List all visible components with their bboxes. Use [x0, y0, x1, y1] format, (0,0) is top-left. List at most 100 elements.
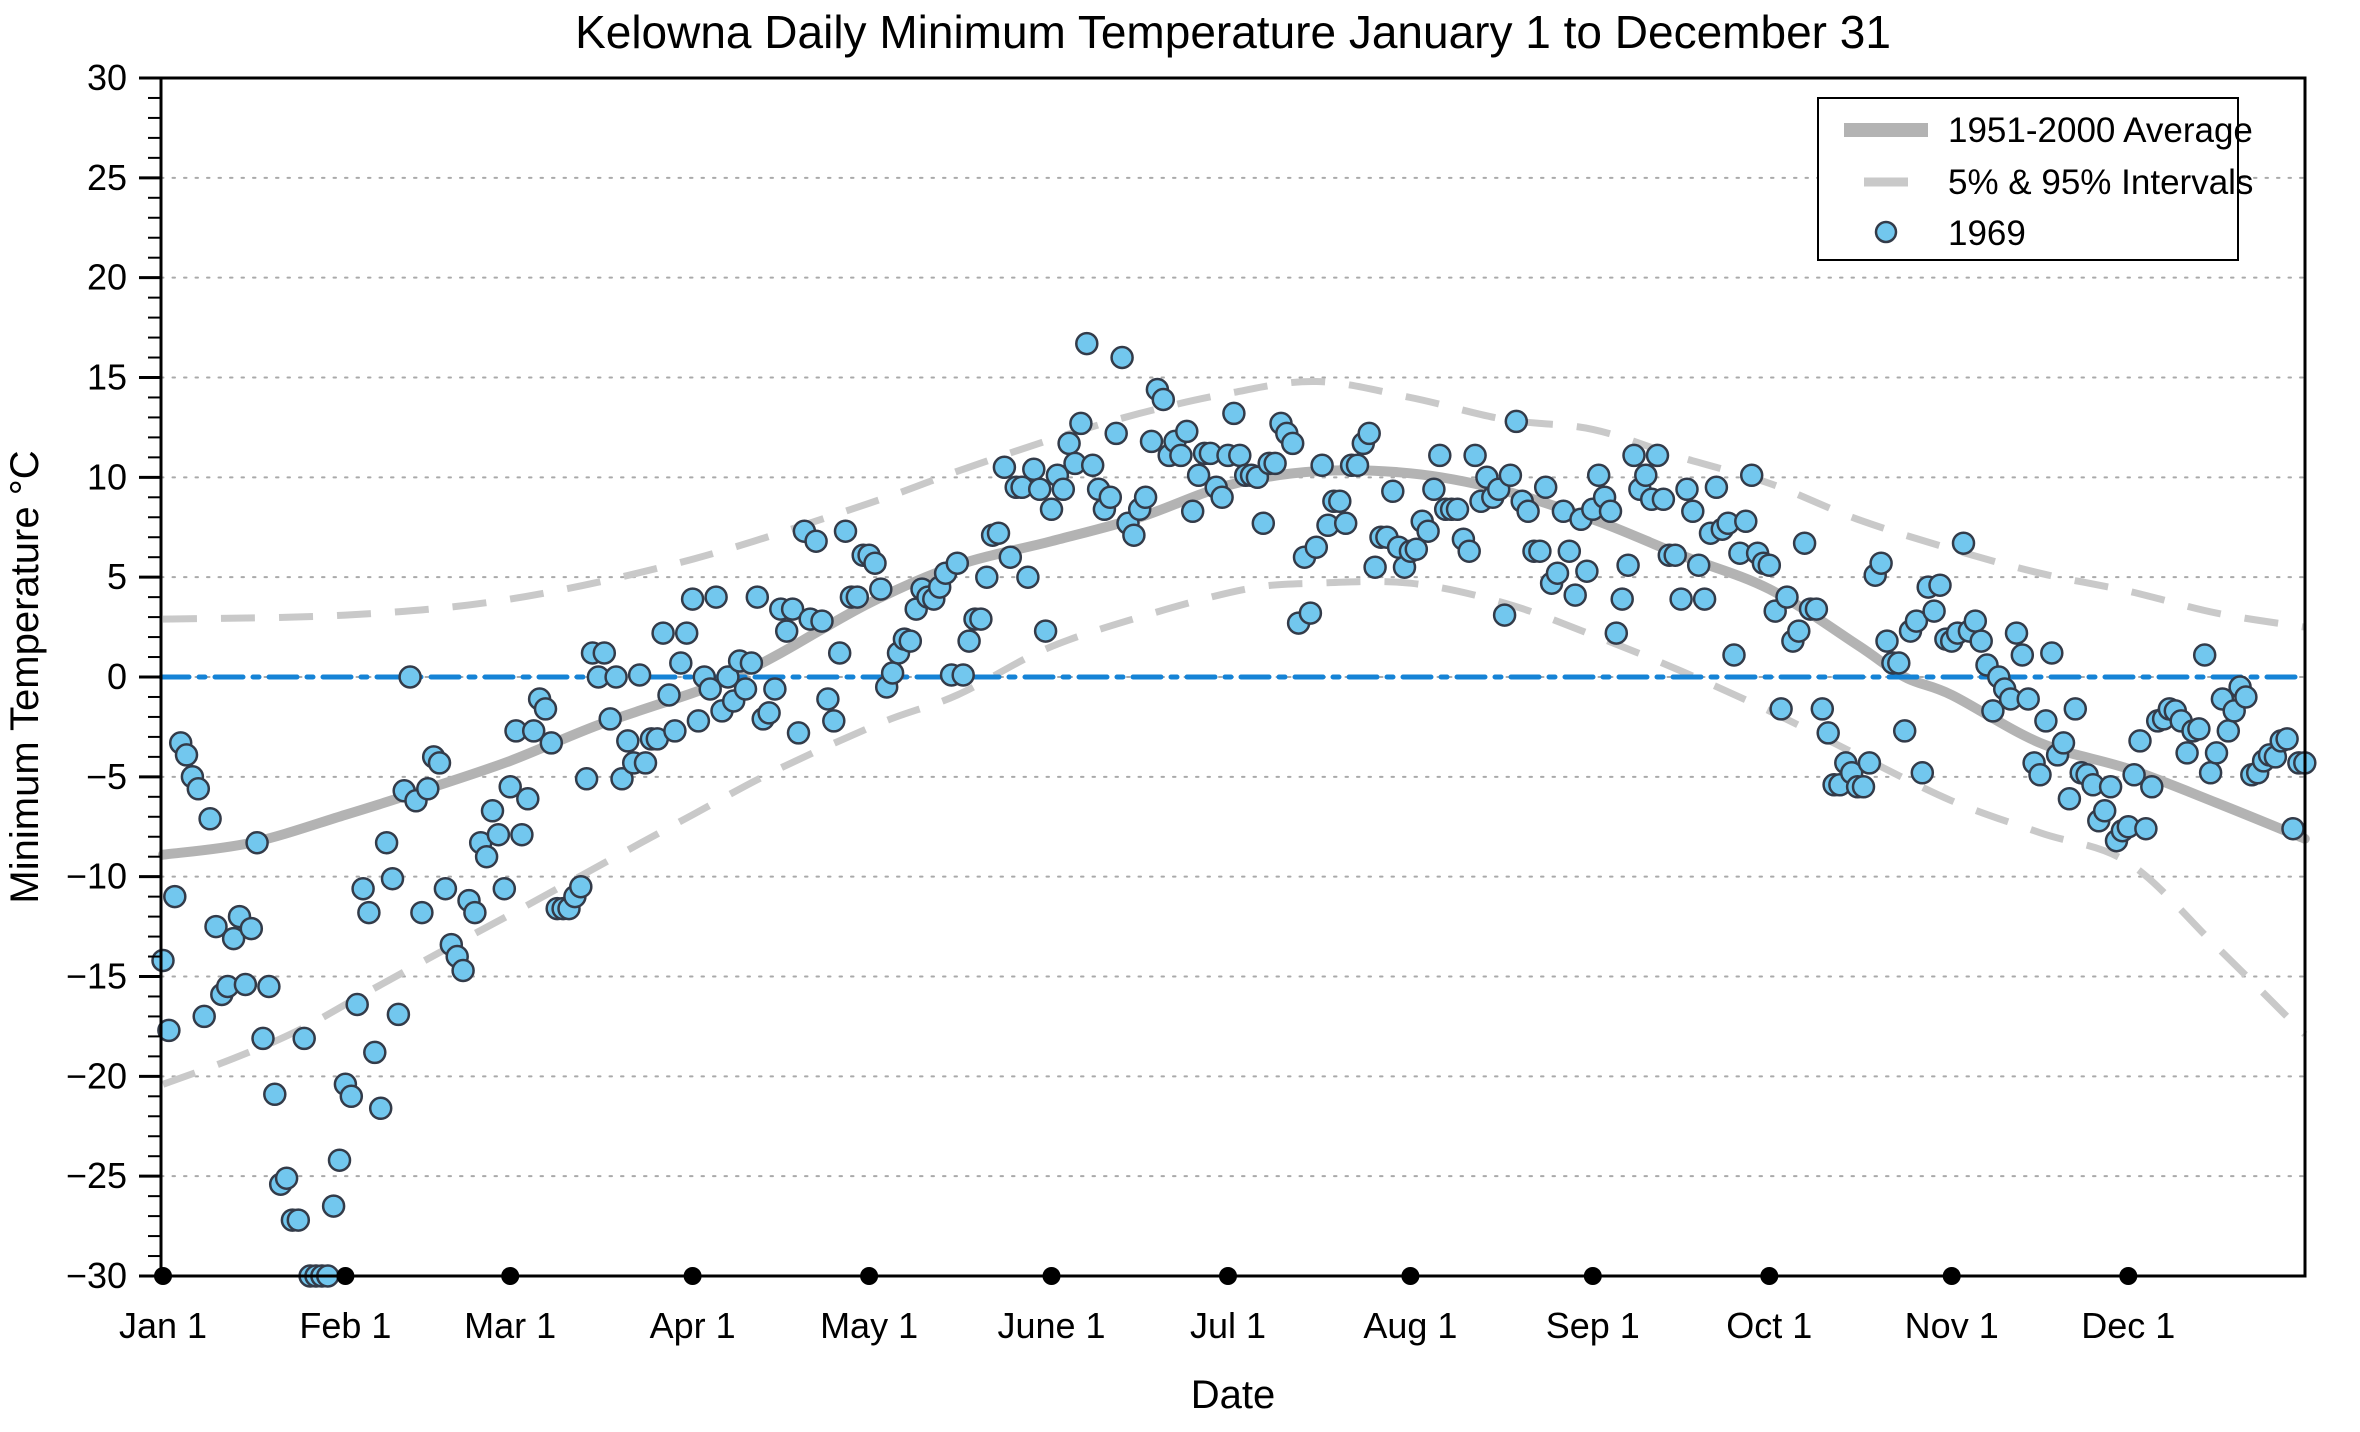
data-point-1969 [592, 641, 617, 665]
data-point-1969 [357, 900, 381, 925]
data-point-1969 [2275, 727, 2299, 751]
data-point-1969 [221, 926, 246, 951]
data-point-1969 [2010, 643, 2035, 667]
month-marker-dot [1401, 1267, 1420, 1285]
y-tick-label-30: 30 [87, 57, 127, 98]
data-point-1969 [1757, 553, 1782, 577]
data-point-1969 [1304, 535, 1329, 559]
data-point-1969 [1057, 431, 1081, 456]
data-point-1969 [157, 1018, 181, 1043]
data-point-1969 [627, 663, 652, 687]
data-point-1969 [1739, 463, 1764, 488]
axes-layer [139, 76, 2307, 1285]
data-point-1969 [410, 900, 434, 925]
data-point-1969 [1310, 453, 1334, 478]
data-point-1969 [2175, 741, 2199, 765]
data-point-1969 [616, 729, 640, 753]
data-point-1969 [1734, 509, 1758, 534]
data-point-1969 [2051, 731, 2076, 755]
data-point-1969 [1504, 409, 1529, 434]
data-point-1969 [363, 1040, 387, 1065]
data-point-1969 [368, 1096, 393, 1121]
data-point-1969 [816, 687, 840, 711]
data-point-1969 [998, 545, 1023, 569]
data-point-1969 [1098, 485, 1123, 510]
legend-1969-label: 1969 [1948, 214, 2026, 253]
data-point-1969 [374, 830, 399, 855]
data-point-1969 [1557, 539, 1582, 563]
data-point-1969 [1027, 477, 1052, 502]
data-point-1969 [1769, 697, 1793, 721]
y-tick-label--15: −15 [66, 956, 127, 997]
data-point-1969 [233, 972, 258, 997]
data-point-1969 [1681, 499, 1705, 524]
month-marker-dot [1760, 1267, 1779, 1285]
data-point-1969 [833, 519, 858, 543]
data-point-1969 [774, 619, 799, 643]
data-point-1969 [1598, 499, 1623, 524]
data-point-1969 [757, 701, 781, 725]
data-point-1969 [733, 677, 758, 701]
month-marker-dot [1942, 1267, 1961, 1285]
data-point-1969 [2140, 775, 2164, 799]
data-point-1969 [1675, 477, 1699, 502]
data-point-1969 [398, 665, 422, 689]
y-tick-label--30: −30 [66, 1255, 127, 1296]
data-point-1969 [1869, 551, 1893, 575]
data-point-1969 [786, 721, 811, 745]
data-point-1969 [1775, 585, 1799, 609]
data-point-1969 [1422, 477, 1446, 502]
data-point-1969 [474, 844, 499, 869]
month-marker-dot [683, 1267, 702, 1285]
interval-95-curve [162, 377, 2306, 631]
data-point-1969 [716, 665, 740, 689]
data-point-1969 [1616, 553, 1640, 577]
data-point-1969 [416, 777, 440, 801]
data-point-1969 [1516, 499, 1540, 524]
data-point-1969 [1333, 511, 1358, 536]
data-point-1969 [2092, 799, 2117, 823]
data-point-1969 [174, 743, 199, 767]
data-point-1969 [986, 521, 1011, 545]
data-point-1969 [975, 565, 999, 589]
y-tick-label-5: 5 [107, 556, 127, 597]
data-point-1969 [739, 651, 764, 675]
data-point-1969 [463, 900, 487, 925]
data-point-1969 [1186, 463, 1211, 488]
data-point-1969 [433, 876, 458, 901]
y-tick-label-0: 0 [107, 656, 127, 697]
data-point-1969 [1981, 699, 2005, 723]
data-point-1969 [1051, 477, 1076, 502]
data-point-1969 [1133, 485, 1158, 510]
x-tick-label: May 1 [820, 1305, 918, 1346]
data-point-1969 [1363, 555, 1387, 579]
data-point-1969 [1787, 619, 1811, 643]
month-marker-dot [501, 1267, 520, 1285]
data-point-1969 [480, 799, 505, 823]
y-tick-label-10: 10 [87, 456, 127, 497]
legend-1969-swatch [1874, 220, 1898, 244]
data-point-1969 [1575, 559, 1599, 583]
data-point-1969 [1069, 411, 1093, 436]
data-point-1969 [1545, 561, 1570, 585]
data-point-1969 [2281, 816, 2305, 841]
x-tick-label: Jul 1 [1190, 1305, 1266, 1346]
x-tick-label: Feb 1 [299, 1305, 391, 1346]
data-point-1969 [1228, 443, 1252, 468]
data-point-1969 [1910, 761, 1935, 785]
data-point-1969 [704, 585, 728, 609]
x-tick-label: Aug 1 [1363, 1305, 1457, 1346]
data-point-1969 [1122, 523, 1146, 547]
x-tick-label: Sep 1 [1546, 1305, 1640, 1346]
data-point-1969 [198, 807, 222, 831]
data-point-1969 [1075, 331, 1099, 356]
data-point-1969 [2034, 709, 2058, 733]
data-point-1969 [763, 677, 787, 701]
data-point-1969 [1969, 629, 1993, 653]
data-point-1969 [1180, 499, 1205, 524]
data-point-1969 [192, 1004, 216, 1029]
month-marker-dot [1042, 1267, 1061, 1285]
data-point-1969 [516, 787, 540, 811]
data-point-1969 [327, 1148, 352, 1172]
data-point-1969 [804, 529, 828, 553]
